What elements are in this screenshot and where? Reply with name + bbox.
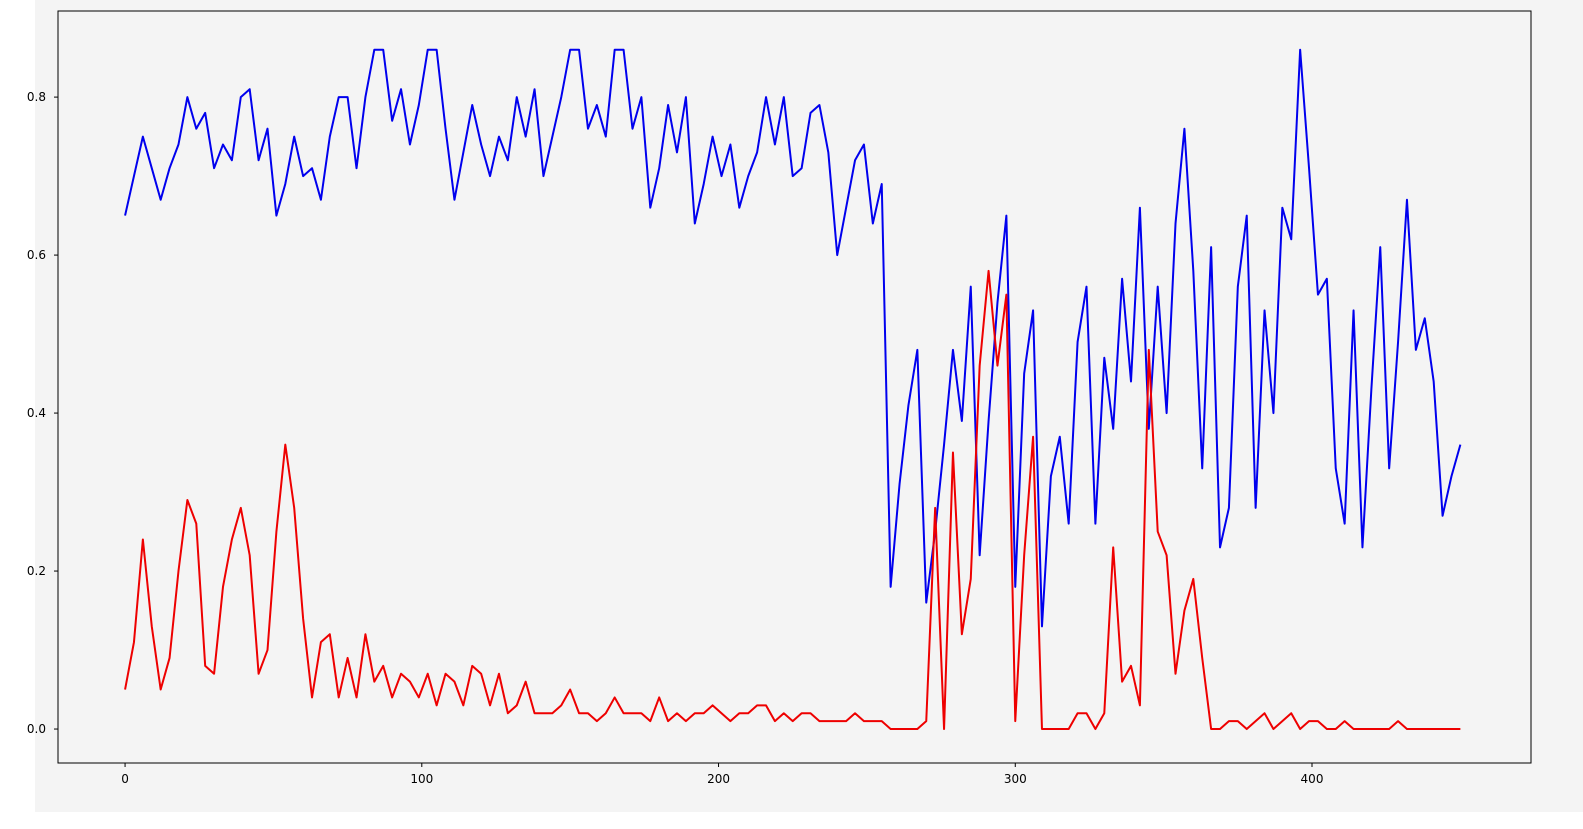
y-tick-label: 0.0: [27, 722, 46, 736]
series-line: [124, 269, 1461, 731]
x-tick-label: 100: [410, 772, 433, 786]
y-tick-label: 0.8: [27, 90, 46, 104]
x-tick-label: 300: [1004, 772, 1027, 786]
plot-area: [57, 10, 1532, 764]
y-tick-label: 0.6: [27, 248, 46, 262]
x-tick-label: 0: [121, 772, 129, 786]
series-line: [124, 48, 1462, 628]
y-tick-label: 0.4: [27, 406, 46, 420]
x-tick-label: 400: [1301, 772, 1324, 786]
y-tick-label: 0.2: [27, 564, 46, 578]
x-tick-label: 200: [707, 772, 730, 786]
